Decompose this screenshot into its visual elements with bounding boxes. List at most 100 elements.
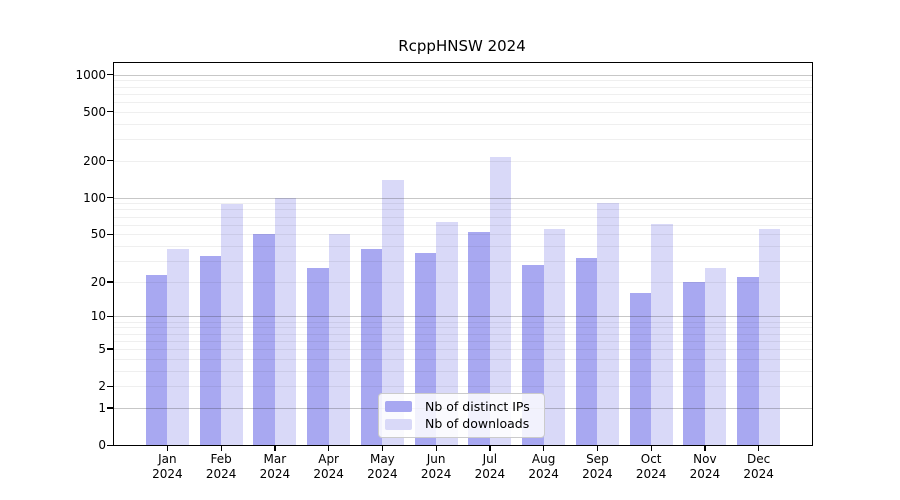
x-tick (381, 446, 384, 451)
x-tick (489, 446, 491, 451)
x-tick (274, 446, 276, 451)
bar-mar-downloads (274, 197, 297, 445)
y-tick-label: 1 (98, 400, 106, 415)
x-tick-month: Jan (158, 452, 177, 466)
gridline-minor (114, 160, 812, 162)
y-tick-label: 20 (90, 274, 106, 289)
x-tick-month: Oct (640, 452, 662, 466)
bar-jul-downloads (489, 157, 512, 445)
gridline-major (114, 197, 812, 199)
y-tick (107, 444, 113, 446)
y-tick-label: 100 (83, 190, 106, 205)
y-tick (107, 160, 113, 162)
y-tick (107, 385, 113, 387)
gridline-minor (114, 333, 812, 335)
bar-may-downloads (382, 179, 404, 445)
x-tick-year: 2024 (743, 467, 774, 481)
x-tick-month: Sep (586, 452, 609, 466)
legend-swatch (385, 401, 412, 413)
gridline-minor (114, 358, 812, 360)
x-tick-month: Jul (482, 452, 498, 466)
x-tick-year: 2024 (420, 467, 452, 481)
bar-jan-ips (145, 274, 168, 445)
x-tick-month: May (369, 452, 395, 466)
x-tick-year: 2024 (528, 467, 559, 481)
y-tick-label: 5 (98, 341, 106, 356)
x-tick (704, 446, 706, 451)
bar-jun-downloads (436, 222, 458, 445)
bar-feb-downloads (221, 204, 243, 445)
x-tick-year: 2024 (259, 467, 291, 481)
y-tick-label: 2 (98, 379, 106, 394)
x-tick (758, 446, 760, 451)
legend-label: Nb of downloads (425, 416, 530, 432)
x-tick-label: May 2024 (355, 452, 409, 482)
x-tick (220, 446, 222, 451)
bar-jan-downloads (167, 248, 189, 445)
y-tick (107, 197, 113, 199)
x-tick-year: 2024 (313, 467, 344, 481)
x-tick-label: Oct 2024 (624, 452, 678, 482)
gridline-minor (114, 102, 812, 104)
x-tick (435, 446, 437, 451)
bar-aug-downloads (543, 229, 566, 445)
y-tick-label: 500 (83, 104, 106, 119)
legend-row: Nb of downloads (379, 417, 544, 431)
legend-label: Nb of distinct IPs (425, 398, 530, 414)
x-tick-month: Jun (426, 452, 446, 466)
x-tick-label: Feb 2024 (194, 452, 248, 482)
x-tick-label: Apr 2024 (302, 452, 356, 482)
legend-swatch (385, 418, 412, 430)
bar-dec-ips (737, 276, 759, 445)
y-tick (107, 233, 113, 235)
bar-mar-ips (253, 234, 275, 445)
gridline-minor (114, 386, 812, 388)
y-tick (107, 281, 113, 283)
x-tick-label: Jan 2024 (140, 452, 194, 482)
y-tick-label: 10 (90, 309, 106, 324)
bar-sep-ips (575, 257, 598, 445)
y-tick-label: 1000 (75, 67, 106, 82)
gridline-minor (114, 370, 812, 372)
bar-apr-ips (307, 268, 329, 445)
gridline-minor (114, 209, 812, 211)
y-tick-label: 0 (98, 438, 106, 452)
gridline-minor (114, 245, 812, 247)
y-tick (107, 407, 113, 409)
bar-may-ips (360, 248, 383, 445)
x-tick-year: 2024 (582, 467, 613, 481)
bar-nov-ips (683, 281, 705, 445)
bar-feb-ips (199, 256, 222, 445)
gridline-minor (114, 86, 812, 88)
y-tick (107, 315, 113, 318)
gridline-minor (114, 224, 812, 226)
gridline-minor (114, 80, 812, 82)
legend: Nb of distinct IPs Nb of downloads (378, 393, 545, 438)
gridline-minor (114, 123, 812, 125)
x-tick-month: Aug (531, 452, 556, 466)
chart-title: RcppHNSW 2024 (398, 37, 526, 55)
x-tick-month: Nov (693, 452, 717, 466)
gridline-minor (114, 281, 812, 283)
y-tick-label: 200 (83, 153, 106, 168)
x-tick-month: Apr (318, 452, 339, 466)
plot-area: 0 1 2 5 10 20 50 100 200 500 1000 Jan 2024 Feb 2024 Mar… (75, 62, 813, 481)
gridline-minor (114, 321, 812, 323)
x-tick (543, 446, 545, 451)
y-tick (107, 111, 113, 113)
x-tick-label: Dec 2024 (732, 452, 786, 482)
gridline-major (114, 74, 812, 76)
x-tick-month: Dec (747, 452, 771, 466)
x-tick-year: 2024 (635, 467, 667, 481)
x-tick (166, 446, 169, 451)
x-tick-year: 2024 (367, 467, 398, 481)
x-tick-year: 2024 (205, 467, 237, 481)
x-tick (328, 446, 330, 451)
bar-nov-downloads (704, 268, 727, 445)
bar-oct-ips (629, 293, 652, 445)
bar-sep-downloads (597, 203, 619, 445)
gridline-minor (114, 111, 812, 113)
x-tick-year: 2024 (474, 467, 506, 481)
gridline-minor (114, 203, 812, 205)
